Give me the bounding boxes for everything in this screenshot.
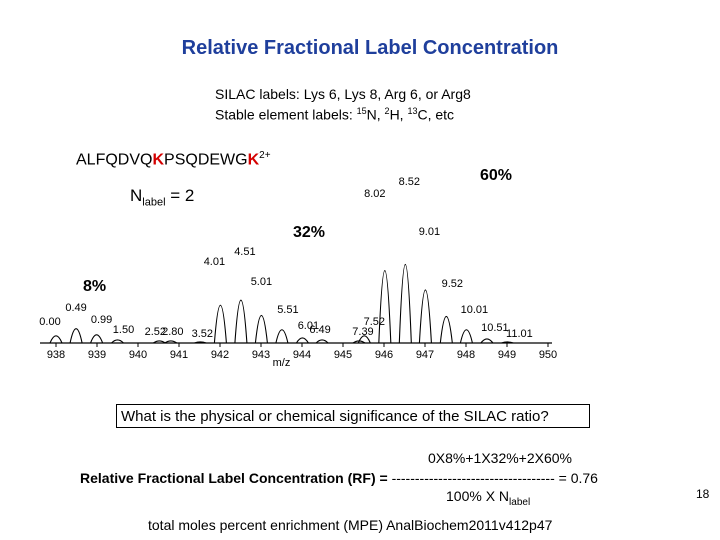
spectrum-peak: [418, 289, 432, 344]
slide-title: Relative Fractional Label Concentration: [181, 37, 559, 59]
x-tick-label: 950: [539, 349, 557, 361]
spectrum-peak: [501, 341, 514, 344]
peak-label: 6.49: [309, 324, 330, 336]
percent-60: 60%: [480, 167, 513, 184]
subtitle-stable-labels: Stable element labels: 15N, 2H, 13C, etc: [215, 106, 454, 123]
percent-32: 32%: [293, 224, 326, 241]
spectrum-peak: [153, 340, 166, 344]
peptide-lysine-2: K: [247, 151, 260, 169]
spectrum-peak: [459, 329, 473, 344]
spectrum-peak: [378, 270, 392, 344]
peptide-part2: PSQDEWG: [164, 151, 248, 169]
nlabel-sub: label: [142, 196, 166, 209]
subtitle-n: N,: [366, 106, 385, 123]
spectrum-peak: [315, 339, 329, 344]
x-tick-label: 949: [498, 349, 516, 361]
peak-label: 8.52: [399, 176, 420, 188]
spectrum-peak: [357, 335, 371, 344]
rf-dashes: ----------------------------------- = 0.…: [391, 470, 598, 486]
x-axis-label: m/z: [273, 357, 291, 369]
peak-label: 3.52: [192, 328, 213, 340]
peak-label: 4.51: [234, 246, 255, 258]
page-number: 18: [696, 487, 710, 501]
peak-label: 10.01: [461, 304, 489, 316]
footer-citation: total moles percent enrichment (MPE) Ana…: [148, 517, 553, 533]
spectrum-peak: [480, 338, 494, 344]
peak-label: 7.52: [364, 316, 385, 328]
spectrum-peak: [69, 328, 83, 344]
peak-label: 9.52: [442, 278, 463, 290]
peptide-lysine-1: K: [152, 151, 165, 169]
peptide-charge: 2+: [259, 150, 271, 161]
peak-label: 8.02: [364, 188, 385, 200]
spectrum-peak: [398, 264, 412, 344]
peak-label: 2.80: [162, 326, 183, 338]
x-tick-label: 940: [129, 349, 147, 361]
x-tick-label: 943: [252, 349, 270, 361]
rf-denominator: 100% X Nlabel: [446, 488, 530, 508]
subtitle-silac-labels: SILAC labels: Lys 6, Lys 8, Arg 6, or Ar…: [215, 86, 471, 102]
spectrum-peak: [194, 341, 207, 344]
peak-label: 0.99: [91, 314, 112, 326]
peak-label: 4.01: [204, 256, 225, 268]
x-tick-label: 948: [457, 349, 475, 361]
rf-label: Relative Fractional Label Concentration …: [80, 470, 392, 486]
peak-label: 5.51: [277, 304, 298, 316]
peptide-sequence: ALFQDVQKPSQDEWGK2+: [76, 150, 271, 169]
spectrum-peak: [254, 315, 268, 344]
x-tick-label: 942: [211, 349, 229, 361]
spectrum-peak: [164, 340, 178, 344]
nlabel-n: N: [130, 186, 143, 205]
peptide-part1: ALFQDVQ: [76, 151, 153, 169]
nlabel-equation: Nlabel = 2: [130, 186, 194, 208]
subtitle-h: H,: [389, 106, 408, 123]
peak-label: 9.01: [419, 226, 440, 238]
question-box: What is the physical or chemical signifi…: [116, 404, 590, 428]
spectrum-peak: [111, 339, 124, 344]
rf-denominator-text: 100% X N: [446, 488, 510, 504]
sup-2: 2: [384, 106, 390, 116]
rf-denominator-sub: label: [509, 496, 531, 508]
spectrum-peak: [213, 305, 227, 344]
rf-equation-line: Relative Fractional Label Concentration …: [80, 470, 598, 486]
peak-label: 10.51: [481, 322, 509, 334]
nlabel-value: = 2: [165, 186, 195, 205]
peak-label: 11.01: [506, 328, 533, 340]
x-tick-label: 946: [375, 349, 393, 361]
peak-label: 0.49: [65, 302, 86, 314]
peak-label: 0.00: [39, 316, 60, 328]
spectrum-peak: [295, 337, 309, 344]
peak-label: 1.50: [113, 324, 134, 336]
spectrum-peak: [439, 316, 453, 344]
x-tick-label: 945: [334, 349, 352, 361]
subtitle-c: C, etc: [417, 106, 455, 123]
spectrum-peak: [49, 335, 63, 344]
sup-15: 15: [356, 106, 367, 116]
x-tick-label: 939: [88, 349, 106, 361]
peak-label: 5.01: [251, 276, 272, 288]
x-tick-label: 941: [170, 349, 188, 361]
sup-13: 13: [407, 106, 418, 116]
subtitle-prefix: Stable element labels:: [215, 106, 357, 123]
spectrum-peak: [234, 299, 248, 344]
x-tick-label: 947: [416, 349, 434, 361]
percent-8: 8%: [83, 278, 107, 295]
x-tick-label: 944: [293, 349, 311, 361]
peak-label: 6.01: [298, 320, 319, 332]
spectrum-peak: [90, 334, 104, 344]
x-tick-label: 938: [47, 349, 65, 361]
peak-label: 2.52: [145, 326, 166, 338]
rf-numerator: 0X8%+1X32%+2X60%: [428, 450, 572, 466]
spectrum-peak: [275, 329, 289, 344]
peak-label: 7.39: [352, 326, 373, 338]
